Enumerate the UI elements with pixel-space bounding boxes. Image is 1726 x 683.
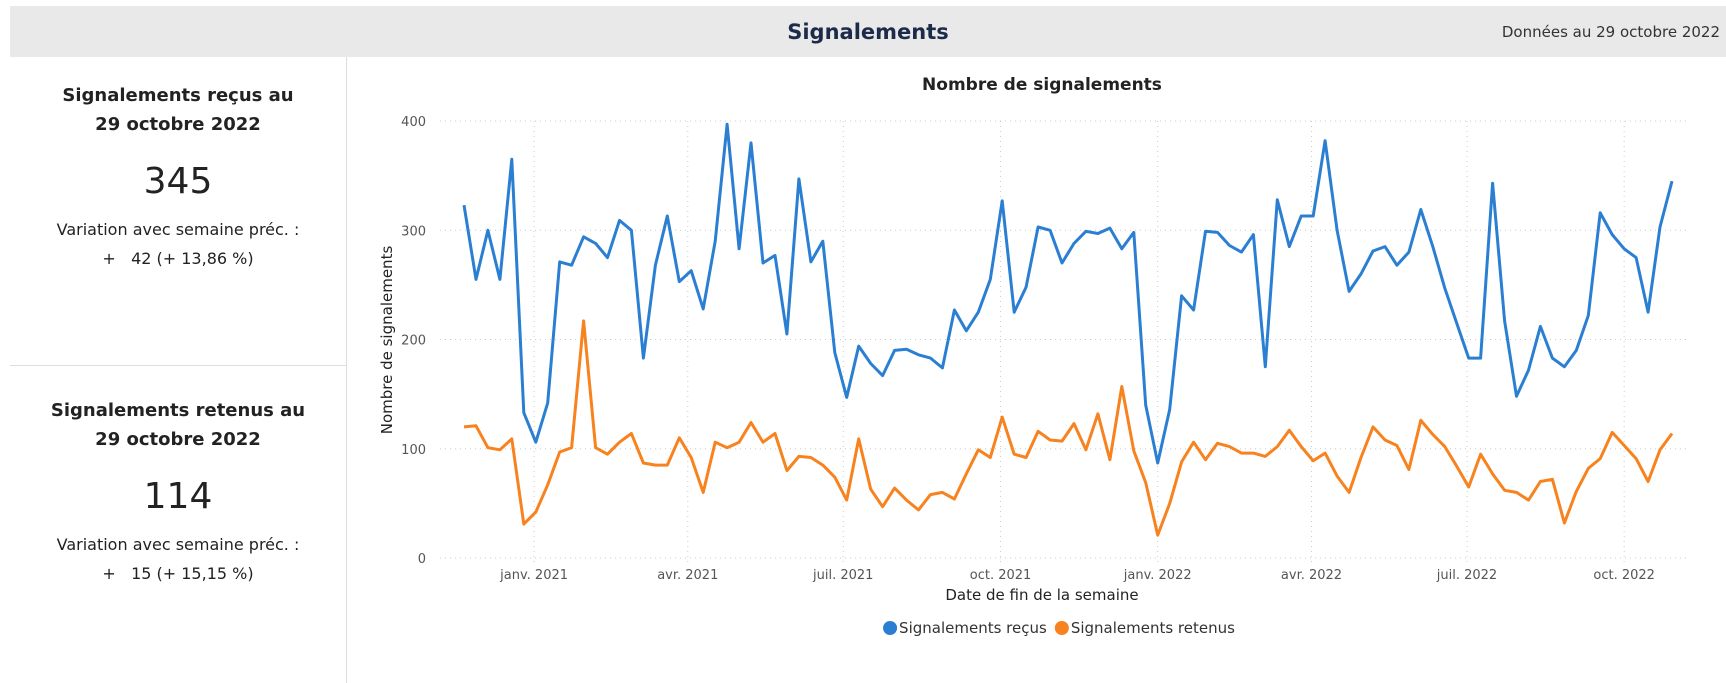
x-axis-label: Date de fin de la semaine <box>945 586 1138 604</box>
header-title: Signalements <box>787 20 949 44</box>
x-tick-label: janv. 2022 <box>1123 568 1192 583</box>
kpi-value: 345 <box>143 161 213 202</box>
x-tick-label: avr. 2021 <box>657 568 718 583</box>
x-tick-label: avr. 2022 <box>1281 568 1342 583</box>
legend-label: Signalements reçus <box>899 619 1047 637</box>
y-tick-label: 400 <box>401 115 426 130</box>
legend-marker <box>883 621 898 635</box>
separator <box>10 365 346 366</box>
x-tick-label: oct. 2021 <box>970 568 1032 583</box>
kpi-change: + 15 (+ 15,15 %) <box>102 564 254 583</box>
y-tick-label: 0 <box>418 552 426 567</box>
kpi-value: 114 <box>143 476 213 517</box>
legend-marker <box>1054 621 1069 635</box>
series-line <box>462 122 1674 465</box>
kpi-card: Signalements retenus au 29 octobre 2022 … <box>10 396 346 583</box>
legend: Signalements reçus Signalements retenus <box>883 619 1235 637</box>
kpi-variation-label: Variation avec semaine préc. : <box>56 535 300 554</box>
kpi-variation-label: Variation avec semaine préc. : <box>56 220 300 239</box>
chart-title: Nombre de signalements <box>922 75 1162 95</box>
header-bar: Signalements Données au 29 octobre 2022 <box>10 6 1726 57</box>
x-tick-label: juil. 2022 <box>1436 568 1497 583</box>
kpi-panel: Signalements reçus au 29 octobre 2022 34… <box>10 57 347 683</box>
x-tick-label: oct. 2022 <box>1593 568 1655 583</box>
y-tick-label: 100 <box>401 443 426 458</box>
y-axis-label: Nombre de signalements <box>378 246 396 435</box>
legend-label: Signalements retenus <box>1071 619 1235 637</box>
y-tick-label: 200 <box>401 334 426 349</box>
x-tick-label: juil. 2021 <box>812 568 873 583</box>
kpi-card: Signalements reçus au 29 octobre 2022 34… <box>10 81 346 268</box>
kpi-change: + 42 (+ 13,86 %) <box>102 249 254 268</box>
y-tick-label: 300 <box>401 224 426 239</box>
x-tick-label: janv. 2021 <box>499 568 568 583</box>
kpi-title: Signalements reçus au 29 octobre 2022 <box>62 85 294 135</box>
kpi-title: Signalements retenus au 29 octobre 2022 <box>50 400 306 450</box>
series-line <box>463 319 1674 537</box>
header-date: Données au 29 octobre 2022 <box>1501 23 1720 41</box>
